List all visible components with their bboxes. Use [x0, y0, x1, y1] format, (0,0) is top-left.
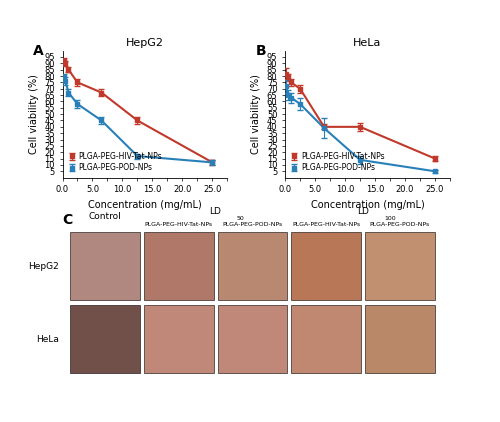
Text: Control: Control: [89, 212, 122, 221]
Bar: [291, 306, 361, 373]
Text: LD: LD: [210, 207, 222, 216]
Bar: [218, 306, 287, 373]
Bar: [144, 306, 214, 373]
Text: HeLa: HeLa: [36, 335, 59, 344]
Title: HepG2: HepG2: [126, 38, 164, 49]
Bar: [218, 233, 287, 300]
Bar: [365, 306, 434, 373]
Bar: [144, 233, 214, 300]
Text: LD: LD: [357, 207, 369, 216]
Text: A: A: [33, 44, 43, 58]
Text: PLGA-PEG-POD-NPs: PLGA-PEG-POD-NPs: [222, 222, 282, 227]
Bar: [70, 233, 140, 300]
Text: 100: 100: [384, 216, 396, 221]
Text: PLGA-PEG-POD-NPs: PLGA-PEG-POD-NPs: [370, 222, 430, 227]
X-axis label: Concentration (mg/mL): Concentration (mg/mL): [88, 200, 202, 210]
Bar: [365, 233, 434, 300]
Text: 50: 50: [237, 216, 244, 221]
Y-axis label: Cell viability (%): Cell viability (%): [28, 74, 38, 154]
Text: PLGA-PEG-HIV-Tat-NPs: PLGA-PEG-HIV-Tat-NPs: [144, 222, 213, 227]
Bar: [70, 306, 140, 373]
Bar: [291, 233, 361, 300]
Text: C: C: [62, 213, 73, 227]
Legend: PLGA-PEG-HIV-Tat-NPs, PLGA-PEG-POD-NPs: PLGA-PEG-HIV-Tat-NPs, PLGA-PEG-POD-NPs: [66, 151, 164, 174]
Text: B: B: [256, 44, 266, 58]
Legend: PLGA-PEG-HIV-Tat-NPs, PLGA-PEG-POD-NPs: PLGA-PEG-HIV-Tat-NPs, PLGA-PEG-POD-NPs: [289, 151, 386, 174]
Text: PLGA-PEG-HIV-Tat-NPs: PLGA-PEG-HIV-Tat-NPs: [292, 222, 360, 227]
X-axis label: Concentration (mg/mL): Concentration (mg/mL): [310, 200, 424, 210]
Title: HeLa: HeLa: [354, 38, 382, 49]
Text: HepG2: HepG2: [28, 262, 58, 271]
Y-axis label: Cell viability (%): Cell viability (%): [252, 74, 262, 154]
